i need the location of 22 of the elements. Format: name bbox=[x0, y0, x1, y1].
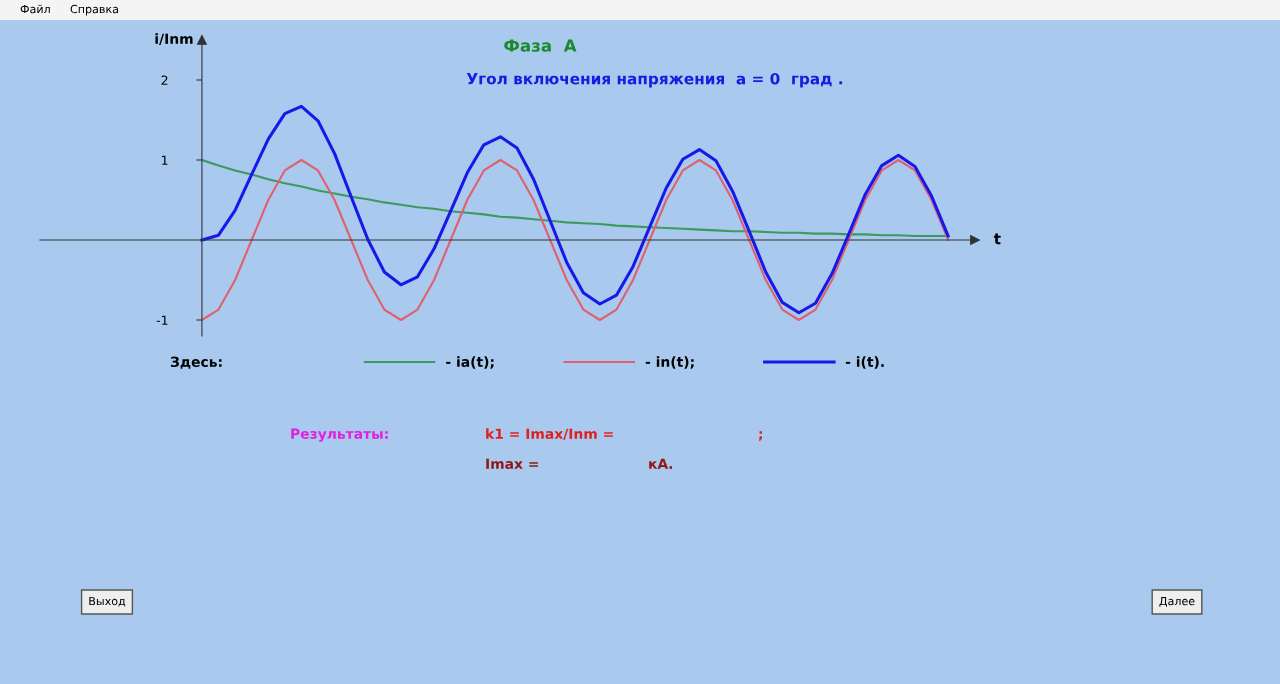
x-axis-title: t bbox=[993, 233, 1001, 245]
chart-title: Фаза А bbox=[504, 39, 577, 52]
text: Imax = bbox=[486, 458, 538, 470]
text: ; bbox=[758, 431, 762, 441]
y-tick-label: -1 bbox=[156, 315, 168, 325]
text: Выход bbox=[89, 596, 126, 607]
text: Угол включения напряжения a = 0 град . bbox=[466, 72, 843, 88]
text: кА. bbox=[649, 458, 673, 469]
legend-label: - in(t); bbox=[645, 356, 694, 369]
line-series bbox=[200, 158, 950, 322]
y-tick-label: 1 bbox=[162, 155, 168, 165]
text: k1 = Imax/Inm = bbox=[486, 428, 613, 441]
legend-title: Здесь: bbox=[170, 356, 222, 369]
line-series bbox=[200, 104, 950, 315]
text: Справка bbox=[70, 4, 118, 16]
legend-label: - ia(t); bbox=[446, 356, 494, 369]
text: Результаты: bbox=[291, 428, 388, 442]
text: Файл bbox=[20, 4, 50, 14]
y-tick-label: 2 bbox=[161, 75, 168, 85]
y-axis-title: i/Inm bbox=[155, 33, 193, 46]
legend-label: - i(t). bbox=[845, 356, 884, 369]
text: Далее bbox=[1159, 596, 1195, 607]
